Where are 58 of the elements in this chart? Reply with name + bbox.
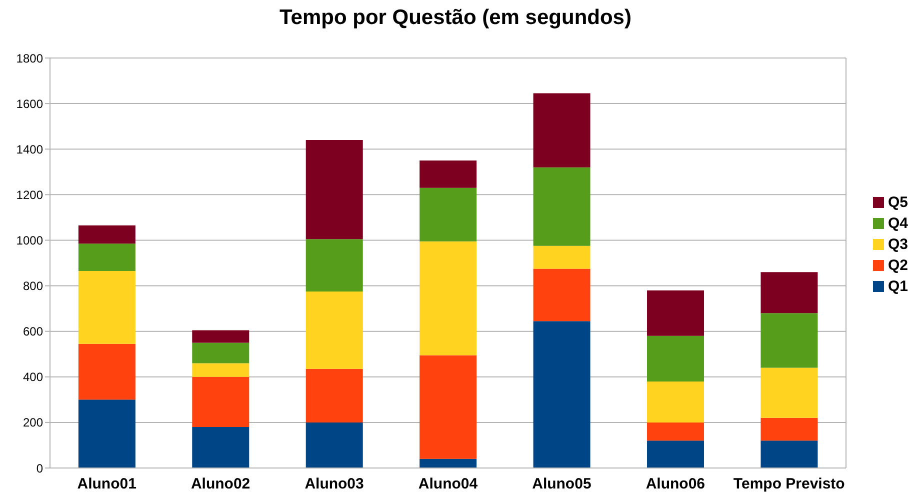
- bar: [420, 241, 477, 356]
- bar: [306, 239, 363, 292]
- bar: [760, 418, 818, 441]
- x-tick-label: Aluno01: [77, 476, 136, 493]
- bar: [760, 368, 818, 418]
- x-tick-label: Aluno04: [418, 476, 478, 493]
- bar: [420, 355, 477, 459]
- x-tick-label: Tempo Previsto: [733, 476, 845, 493]
- y-tick-label: 1000: [16, 233, 44, 248]
- bar: [306, 422, 363, 468]
- bar: [78, 270, 136, 344]
- y-tick-label: 1600: [16, 96, 44, 111]
- y-tick-label: 1400: [16, 142, 44, 156]
- bar: [306, 368, 363, 422]
- bar: [647, 336, 704, 382]
- bar: [760, 272, 818, 314]
- y-tick-label: 1200: [16, 188, 44, 202]
- bar: [420, 188, 477, 242]
- bar: [78, 344, 136, 400]
- legend-label: Q5: [888, 194, 908, 211]
- legend-label: Q3: [888, 236, 908, 253]
- bar: [647, 440, 704, 468]
- bar: [533, 93, 590, 168]
- bar: [78, 400, 136, 468]
- bar: [192, 330, 250, 343]
- x-tick-label: Aluno02: [190, 476, 250, 493]
- x-tick-label: Aluno06: [646, 476, 706, 493]
- bar: [192, 342, 250, 364]
- bar: [647, 290, 704, 336]
- chart-title: Tempo por Questão (em segundos): [278, 6, 632, 30]
- legend-label: Q1: [888, 278, 908, 295]
- bar: [420, 458, 477, 468]
- y-tick-label: 800: [22, 279, 44, 294]
- bar: [533, 167, 590, 246]
- legend-label: Q4: [888, 215, 908, 232]
- bar: [533, 321, 590, 468]
- bar: [647, 422, 704, 441]
- bar: [533, 268, 590, 322]
- x-tick-label: Aluno03: [304, 476, 364, 493]
- x-tick-label: Aluno05: [532, 476, 592, 493]
- bar: [192, 427, 250, 468]
- bar: [760, 440, 818, 468]
- bar: [420, 160, 477, 188]
- legend-label: Q2: [888, 257, 908, 274]
- y-tick-label: 200: [22, 416, 44, 430]
- bar: [306, 291, 363, 369]
- bar: [647, 381, 704, 422]
- y-tick-label: 600: [22, 324, 44, 339]
- y-tick-label: 0: [36, 461, 44, 476]
- bar: [306, 140, 363, 240]
- bar: [192, 363, 250, 377]
- bar: [78, 225, 136, 244]
- bar: [533, 246, 590, 269]
- y-tick-label: 1800: [16, 51, 44, 66]
- bar: [78, 244, 136, 271]
- bar: [192, 376, 250, 427]
- y-tick-label: 400: [22, 370, 44, 384]
- bar: [760, 313, 818, 368]
